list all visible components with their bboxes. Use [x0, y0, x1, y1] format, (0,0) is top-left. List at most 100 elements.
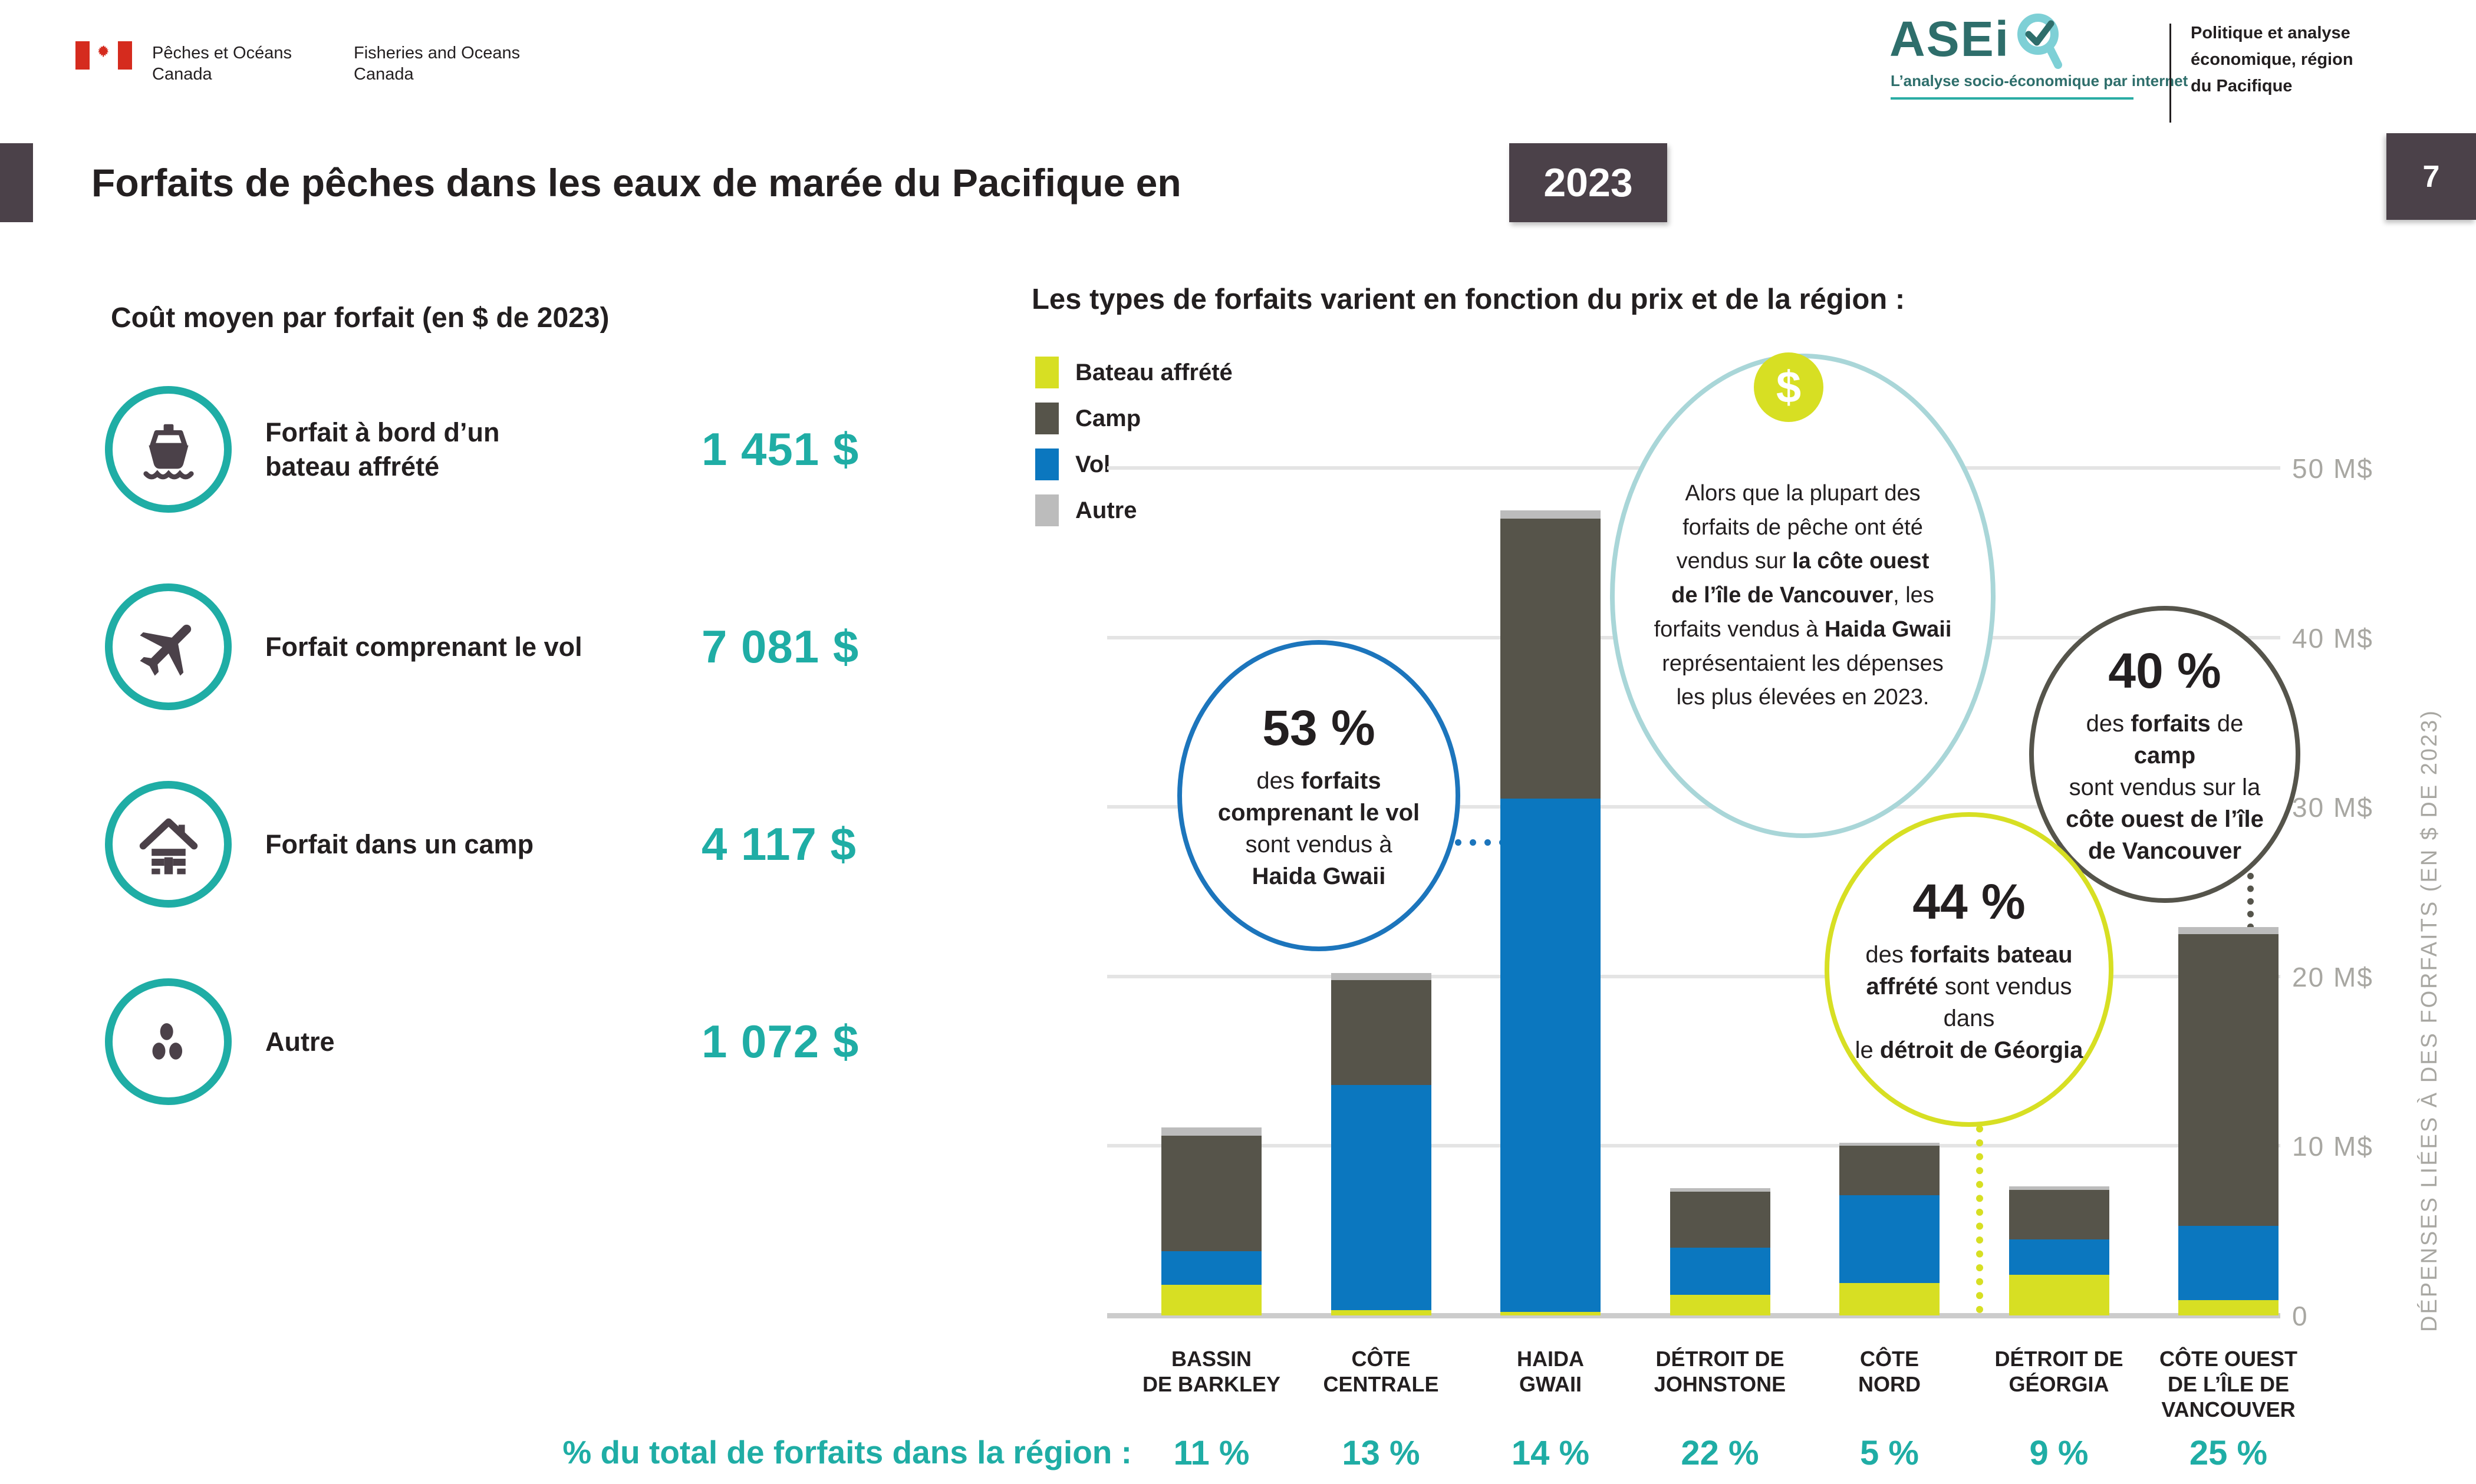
region-share-caption: % du total de forfaits dans la région : [562, 1434, 1132, 1470]
callout-text: des forfaits de camp sont vendus sur la cô… [2066, 710, 2264, 864]
bar-segment-bateau-affrété [1670, 1295, 1770, 1315]
y-tick-label-30: 30 M$ [2292, 792, 2373, 823]
callout-40-pct-camp: 40 % des forfaits de camp sont vendus sur… [2029, 606, 2300, 903]
callout-text: Alors que la plupart des forfaits de pêch… [1654, 480, 1952, 710]
cost-item-price: 7 081 $ [702, 621, 860, 672]
bar-segment-camp [1161, 1136, 1262, 1251]
connector-dotted-olive [2247, 847, 2254, 930]
aseiq-rule [1891, 97, 2133, 100]
y-tick-label-40: 40 M$ [2292, 622, 2373, 654]
legend-item-bateau-affrété: Bateau affrété [1035, 357, 1233, 388]
page-number: 7 [2386, 133, 2476, 220]
legend-item-camp: Camp [1035, 403, 1141, 434]
bar-segment-camp [1500, 519, 1601, 799]
plane-icon [105, 583, 232, 710]
cost-item-price: 1 451 $ [702, 423, 860, 475]
y-tick-label-0: 0 [2292, 1301, 2309, 1331]
cost-item-bateau: Forfait à bord d’un bateau affrété 1 451 … [105, 386, 1060, 513]
bar-segment-autre [1670, 1188, 1770, 1192]
bar-segment-autre [1161, 1127, 1262, 1136]
chart-title: Les types de forfaits varient en fonctio… [1032, 283, 1905, 315]
bar-segment-autre [2009, 1186, 2109, 1191]
legend-label: Bateau affrété [1075, 359, 1233, 385]
bar-segment-camp [2178, 934, 2279, 1226]
bar-segment-camp [1331, 980, 1431, 1085]
connector-dotted-blue [1455, 839, 1506, 846]
cost-item-label: Forfait à bord d’un bateau affrété [265, 417, 500, 482]
bar-segment-bateau-affrété [1331, 1310, 1431, 1315]
cost-item-autre: Autre 1 072 $ [105, 978, 1060, 1105]
category-label: DÉTROIT DE JOHNSTONE [1654, 1347, 1786, 1397]
header-divider [2169, 24, 2171, 123]
legend-swatch [1035, 449, 1059, 480]
aseiq-tagline: L’analyse socio-économique par internet [1891, 72, 2188, 90]
bar-segment-vol [2009, 1239, 2109, 1275]
category-label: HAIDA GWAII [1517, 1347, 1584, 1397]
dollar-badge-icon: $ [1754, 352, 1823, 422]
boat-icon [105, 386, 232, 513]
callout-44-pct-bateau: 44 % des forfaits bateau affrété sont ven… [1825, 812, 2113, 1127]
page-title: Forfaits de pêches dans les eaux de maré… [91, 161, 1181, 205]
bar-segment-autre [2178, 927, 2279, 934]
category-label: CÔTE CENTRALE [1323, 1347, 1439, 1397]
region-share-value: 11 % [1173, 1434, 1250, 1472]
bar-segment-bateau-affrété [2178, 1300, 2279, 1315]
legend-label: Autre [1075, 497, 1137, 523]
callout-value: 40 % [2108, 642, 2221, 698]
region-share-value: 14 % [1511, 1434, 1590, 1472]
bar-segment-vol [1500, 798, 1601, 1312]
bar-segment-vol [2178, 1225, 2279, 1301]
magnifier-check-icon [2013, 11, 2070, 81]
gridline-10 [1107, 1144, 2280, 1148]
gridline-30 [1107, 805, 2280, 809]
cost-item-camp: Forfait dans un camp 4 117 $ [105, 781, 1060, 908]
y-tick-label-50: 50 M$ [2292, 453, 2373, 484]
bar-segment-bateau-affrété [1500, 1312, 1601, 1315]
bar-segment-camp [2009, 1190, 2109, 1239]
gridline-20 [1107, 974, 2280, 978]
legend-swatch [1035, 403, 1059, 434]
cabin-icon [105, 781, 232, 908]
bar-segment-vol [1161, 1251, 1262, 1285]
region-share-value: 22 % [1681, 1434, 1759, 1472]
legend-label: Camp [1075, 405, 1141, 431]
cost-item-price: 1 072 $ [702, 1015, 860, 1067]
region-share-value: 25 % [2189, 1434, 2268, 1472]
connector-dotted-yellow [1976, 1112, 1983, 1313]
left-panel-heading: Coût moyen par forfait (en $ de 2023) [111, 302, 610, 334]
cost-item-label: Forfait comprenant le vol [265, 631, 582, 662]
dept-name-fr: Pêches et Océans Canada [152, 44, 292, 84]
y-axis-title: DÉPENSES LIÉES À DES FORFAITS (EN $ DE 2… [2417, 709, 2442, 1332]
y-tick-label-20: 20 M$ [2292, 961, 2373, 992]
bar-segment-bateau-affrété [1161, 1285, 1262, 1315]
bar-segment-bateau-affrété [1839, 1283, 1940, 1315]
category-label: CÔTE OUEST DE L’ÎLE DE VANCOUVER [2159, 1347, 2298, 1422]
bar-segment-camp [1670, 1192, 1770, 1248]
legend-item-vol: Vol [1035, 449, 1110, 480]
callout-value: 53 % [1262, 700, 1375, 756]
bar-segment-autre [1839, 1142, 1940, 1146]
callout-53-pct-vol: 53 % des forfaits comprenant le vol sont v… [1177, 640, 1460, 951]
bar-segment-vol [1331, 1084, 1431, 1311]
region-share-value: 13 % [1342, 1434, 1420, 1472]
cost-item-vol: Forfait comprenant le vol 7 081 $ [105, 583, 1060, 710]
region-share-value: 9 % [2029, 1434, 2089, 1472]
category-label: CÔTE NORD [1858, 1347, 1921, 1397]
unit-name: Politique et analyse économique, région du… [2191, 24, 2353, 95]
legend-swatch [1035, 494, 1059, 526]
legend-label: Vol [1075, 451, 1111, 477]
category-label: BASSIN DE BARKLEY [1142, 1347, 1281, 1397]
year-badge: 2023 [1509, 143, 1667, 222]
bar-segment-autre [1500, 510, 1601, 519]
y-tick-label-10: 10 M$ [2292, 1131, 2373, 1162]
callout-note-depenses: Alors que la plupart des forfaits de pêch… [1610, 354, 1996, 838]
bar-segment-vol [1839, 1195, 1940, 1284]
legend-swatch [1035, 357, 1059, 388]
cost-item-price: 4 117 $ [702, 818, 857, 870]
legend-item-autre: Autre [1035, 494, 1137, 526]
aseiq-logo: ASEi [1889, 11, 2070, 81]
bar-segment-vol [1670, 1247, 1770, 1295]
dots-icon [105, 978, 232, 1105]
cost-item-label: Autre [265, 1026, 335, 1057]
callout-value: 44 % [1912, 873, 2026, 929]
